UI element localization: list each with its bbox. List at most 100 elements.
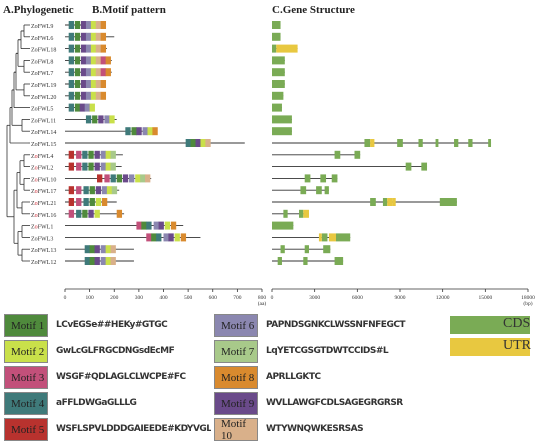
axis-unit: (bp) <box>523 300 532 307</box>
motif-4-block <box>68 21 75 29</box>
cds-block <box>272 32 281 41</box>
motif-4-block <box>146 221 152 230</box>
motif-3-block <box>68 209 75 218</box>
gene-label: ZoFWL4 <box>31 154 53 160</box>
motif-10-block <box>95 80 102 88</box>
cds-block <box>331 174 338 183</box>
motif-9-block <box>122 174 129 183</box>
motif-6-block <box>129 174 135 183</box>
utr-legend-swatch <box>450 338 530 356</box>
cds-block <box>382 198 388 206</box>
motif-legend-swatch: Motif 3 <box>4 366 48 389</box>
cds-block <box>272 56 285 65</box>
motif-10-block <box>95 32 102 41</box>
gene-labels: ZoFWL9 ZoFWL6 ZoFWL18 ZoFWL8 ZoFWL7 ZoFWL19 Zo… <box>31 24 56 266</box>
motif-1-block <box>89 186 95 195</box>
motif-2-block <box>95 198 102 206</box>
motif-4-block <box>68 32 75 41</box>
cds-block <box>304 174 311 183</box>
motif-7-block <box>140 174 146 183</box>
axis-tick-label: 6000 <box>352 295 363 301</box>
utr-block <box>387 198 393 206</box>
cds-block <box>454 139 459 147</box>
motif-9-block <box>81 80 87 88</box>
cds-block <box>272 91 284 100</box>
gene-label: ZoFWL20 <box>31 95 56 101</box>
motif-1-block <box>82 209 88 218</box>
utr-block <box>303 209 309 218</box>
cds-block <box>334 150 341 159</box>
utr-block <box>328 233 336 242</box>
motif-legend-swatch: Motif 1 <box>4 314 48 337</box>
motif-legend-swatch: Motif 9 <box>214 392 258 415</box>
motif-7-block <box>111 186 118 195</box>
motif-9-block <box>81 91 87 100</box>
motif-8-block <box>100 91 107 100</box>
axis-tick-label: 9000 <box>395 295 406 301</box>
cds-block <box>272 80 285 88</box>
motif-2-block <box>90 56 97 65</box>
motif-2-block <box>105 245 111 254</box>
motif-10-block <box>110 257 116 265</box>
motif-5-block <box>97 174 103 183</box>
motif-10-block <box>95 56 102 65</box>
motif-4-block <box>68 103 75 112</box>
axis-tick-label: 18000 <box>521 295 535 301</box>
gene-label: ZoFWL18 <box>31 48 56 54</box>
cds-legend-swatch <box>450 316 530 334</box>
motif-panel-title: B.Motif pattern <box>92 4 166 16</box>
motif-sequence-logo: WTYWNQWKESRSAS <box>266 424 364 434</box>
cds-block <box>421 162 428 171</box>
motif-2-block <box>105 150 111 159</box>
motif-9-block <box>98 115 104 124</box>
motif-1-block <box>88 150 94 159</box>
motif-sequence-logo: WSGF#QDLAGLCLWCPE#FC <box>56 372 186 382</box>
motif-9-block <box>158 221 164 230</box>
motif-2-block <box>174 233 180 242</box>
motif-1-block <box>89 198 95 206</box>
cds-block <box>283 209 288 218</box>
cds-block <box>488 139 492 147</box>
motif-5-block <box>68 186 75 195</box>
motif-2-block <box>135 174 141 183</box>
cds-block <box>439 198 457 206</box>
motif-2-block <box>105 162 111 171</box>
motif-10-block <box>95 21 102 29</box>
motif-6-block <box>85 44 92 53</box>
gene-label: ZoFWL11 <box>31 118 56 124</box>
motif-3-block <box>146 233 152 242</box>
motif-1-block <box>74 91 81 100</box>
gene-label: ZoFWL6 <box>31 36 53 42</box>
motif-1-block <box>116 174 123 183</box>
motif-4-block <box>82 150 88 159</box>
motif-sequence-logo: PAPNDSGNKCLWSSNFNFEGCT <box>266 320 406 330</box>
motif-3-block <box>100 56 107 65</box>
axis-tick-label: 600 <box>209 295 218 301</box>
motif-8-block <box>152 127 158 136</box>
motif-3-block <box>76 186 82 195</box>
motif-sequence-logo: aFFLDWGaGLLLG <box>56 398 137 408</box>
motif-10-block <box>95 68 102 77</box>
motif-10-block <box>110 245 116 254</box>
gene-label: ZoFWL16 <box>31 213 56 219</box>
utr-block <box>276 44 298 53</box>
cds-block <box>324 186 329 195</box>
motif-9-block <box>81 68 87 77</box>
motif-8-block <box>105 68 111 77</box>
gene-label: ZoFWL12 <box>31 260 56 266</box>
motif-9-block <box>168 233 174 242</box>
motif-6-block <box>85 32 92 41</box>
motif-1-block <box>89 257 95 265</box>
motif-8-block <box>105 56 111 65</box>
motif-6-block <box>104 115 110 124</box>
motif-sequence-logo: WSFLSPVLDDDGAIEEDE#KDYVGLEVGDSEDLR <box>56 424 211 434</box>
motif-sequence-logo: GwLcGLFRGCDNGsdEcMF <box>56 346 175 356</box>
motif-2-block <box>105 257 111 265</box>
axis-tick-label: 700 <box>233 295 242 301</box>
motif-6-block <box>84 103 91 112</box>
motif-legend-swatch: Motif 8 <box>214 366 258 389</box>
motif-10-block <box>95 44 102 53</box>
motif-8-block <box>116 209 123 218</box>
motif-2-block <box>90 91 97 100</box>
motif-2-block <box>90 21 97 29</box>
